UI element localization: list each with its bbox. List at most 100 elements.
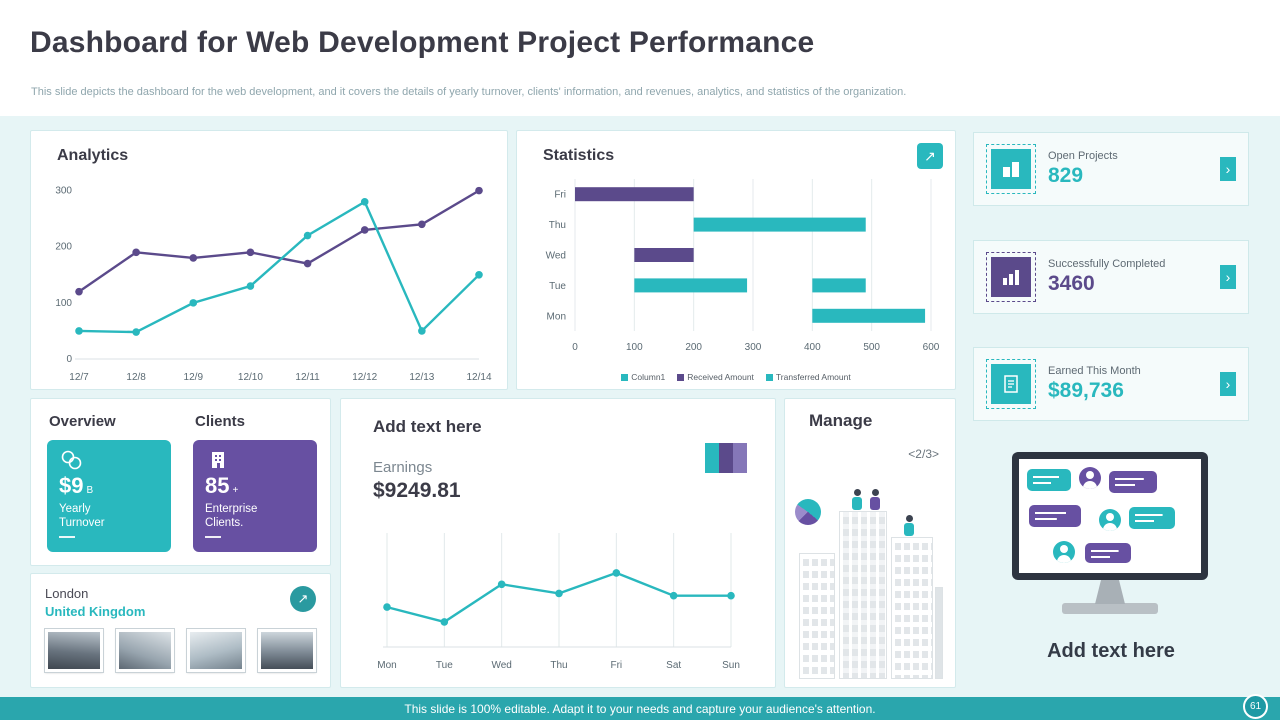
svg-text:12/12: 12/12	[352, 372, 377, 383]
legend-swatch	[765, 374, 773, 382]
svg-text:12/11: 12/11	[295, 372, 320, 383]
svg-text:300: 300	[745, 342, 762, 353]
svg-text:12/10: 12/10	[238, 372, 263, 383]
chat-bubble-icon	[1029, 505, 1081, 527]
city-photo	[257, 628, 317, 673]
page-title: Dashboard for Web Development Project Pe…	[30, 26, 815, 59]
legend-item: Column1	[621, 372, 665, 382]
svg-text:Mon: Mon	[377, 660, 396, 671]
svg-text:Sat: Sat	[666, 660, 681, 671]
person-illustration	[903, 515, 915, 537]
legend-item: Transferred Amount	[765, 372, 851, 382]
manage-title: Manage	[809, 411, 873, 430]
mini-legend	[705, 443, 747, 473]
clients-label: Enterprise Clients.	[205, 503, 258, 530]
svg-text:Fri: Fri	[610, 660, 622, 671]
legend-label: Column1	[631, 372, 666, 382]
page-number-badge: 61	[1243, 694, 1268, 719]
expand-button[interactable]: ↗	[917, 143, 943, 169]
svg-text:12/13: 12/13	[409, 372, 434, 383]
arrow-up-right-icon: ↗	[297, 591, 309, 606]
earnings-label: Earnings	[373, 459, 433, 476]
chat-bubble-icon	[1027, 469, 1071, 491]
kpi-value: $89,736	[1048, 379, 1124, 402]
chat-bubble-icon	[1085, 543, 1131, 563]
building-icon	[991, 149, 1031, 189]
svg-text:400: 400	[804, 342, 821, 353]
svg-text:12/8: 12/8	[126, 372, 146, 383]
clients-title: Clients	[195, 413, 246, 430]
chevron-right-button[interactable]: ›	[1220, 372, 1236, 396]
pie-chart-illustration	[795, 499, 821, 525]
clients-value: 85 +	[205, 473, 239, 498]
svg-text:Wed: Wed	[546, 251, 566, 262]
invoice-icon	[991, 364, 1031, 404]
monitor-screen-content	[1019, 459, 1201, 573]
svg-text:0: 0	[572, 342, 578, 353]
legend-bar	[719, 443, 733, 473]
statistics-panel: Statistics ↗ 0 100 200 300 400 500 600 Fri Thu We…	[516, 130, 956, 390]
svg-text:600: 600	[923, 342, 940, 353]
svg-text:Mon: Mon	[547, 311, 566, 322]
chat-bubble-icon	[1129, 507, 1175, 529]
office-building-icon	[205, 449, 305, 473]
chevron-right-button[interactable]: ›	[1220, 157, 1236, 181]
svg-text:12/9: 12/9	[184, 372, 204, 383]
svg-text:200: 200	[685, 342, 702, 353]
svg-text:12/7: 12/7	[69, 372, 89, 383]
svg-text:Thu: Thu	[549, 220, 566, 231]
kpi-text: Earned This Month $89,736	[1048, 365, 1141, 403]
legend-label: Transferred Amount	[775, 372, 851, 382]
legend-swatch	[621, 374, 629, 382]
earnings-panel: Add text here Earnings $9249.81 Mon Tue We…	[340, 398, 776, 688]
city-illustration	[795, 483, 943, 679]
kpi-value: 3460	[1048, 272, 1095, 295]
turnover-value: $9 B	[59, 473, 94, 498]
svg-text:Wed: Wed	[491, 660, 511, 671]
user-avatar-icon	[1053, 541, 1075, 563]
chevron-right-button[interactable]: ›	[1220, 265, 1236, 289]
kpi-icon-frame	[986, 144, 1036, 194]
svg-text:Thu: Thu	[550, 660, 567, 671]
earnings-value: $9249.81	[373, 479, 461, 502]
underline	[205, 535, 221, 538]
person-illustration	[869, 489, 881, 511]
legend-bar	[733, 443, 747, 473]
person-illustration	[851, 489, 863, 511]
london-panel: London United Kingdom ↗	[30, 573, 331, 688]
kpi-card-earned-this-month: Earned This Month $89,736 ›	[973, 347, 1249, 421]
analytics-panel: Analytics 0 100 200 300 12/7 12/8 12/9 12/10 12/…	[30, 130, 508, 390]
user-avatar-icon	[1079, 467, 1101, 489]
earnings-line-chart: Mon Tue Wed Thu Fri Sat Sun	[377, 533, 740, 671]
user-avatar-icon	[1099, 509, 1121, 531]
svg-text:Fri: Fri	[554, 190, 566, 201]
legend-label: Received Amount	[687, 372, 754, 382]
kpi-label: Open Projects	[1048, 150, 1118, 162]
statistics-title: Statistics	[543, 147, 615, 164]
statistics-bar-chart: 0 100 200 300 400 500 600 Fri Thu Wed Tue Mon	[546, 179, 940, 353]
svg-text:Sun: Sun	[722, 660, 740, 671]
arrow-button[interactable]: ↗	[290, 586, 316, 612]
chart-legend: Column1 Received Amount Transferred Amou…	[517, 372, 955, 382]
add-text-placeholder: Add text here	[1047, 640, 1175, 662]
enterprise-clients-card: 85 + Enterprise Clients.	[193, 440, 317, 552]
footer-bar: This slide is 100% editable. Adapt it to…	[0, 697, 1280, 720]
page-subtitle: This slide depicts the dashboard for the…	[31, 86, 907, 98]
city-name: London	[45, 586, 89, 601]
svg-text:0: 0	[66, 354, 72, 365]
city-photo	[115, 628, 175, 673]
kpi-text: Open Projects 829	[1048, 150, 1118, 188]
building-illustration	[839, 511, 887, 679]
arrow-up-right-icon: ↗	[924, 148, 936, 164]
kpi-icon-frame	[986, 252, 1036, 302]
monitor-illustration	[1012, 452, 1208, 614]
bar-chart-icon	[991, 257, 1031, 297]
analytics-title: Analytics	[57, 147, 129, 164]
building-illustration	[891, 537, 933, 679]
svg-text:Tue: Tue	[436, 660, 453, 671]
kpi-card-open-projects: Open Projects 829 ›	[973, 132, 1249, 206]
yearly-turnover-card: $9 B Yearly Turnover	[47, 440, 171, 552]
pager-control[interactable]: <2/3>	[908, 447, 939, 461]
legend-swatch	[677, 374, 685, 382]
